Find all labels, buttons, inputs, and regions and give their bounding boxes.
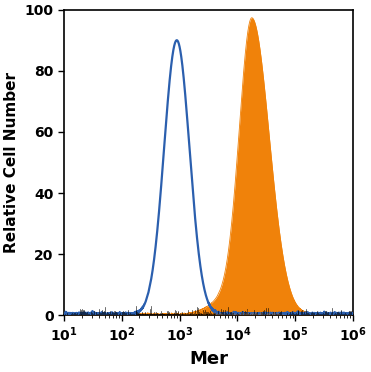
X-axis label: Mer: Mer — [189, 350, 228, 368]
Y-axis label: Relative Cell Number: Relative Cell Number — [4, 72, 19, 253]
